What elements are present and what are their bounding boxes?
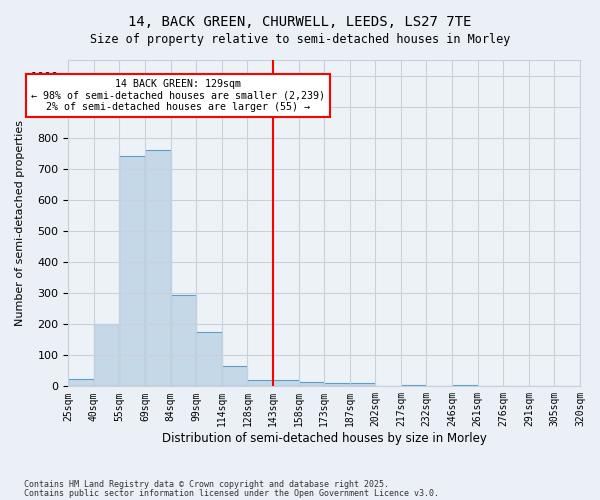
Bar [196, 332, 222, 386]
X-axis label: Distribution of semi-detached houses by size in Morley: Distribution of semi-detached houses by … [162, 432, 487, 445]
Text: Size of property relative to semi-detached houses in Morley: Size of property relative to semi-detach… [90, 32, 510, 46]
Bar [170, 294, 196, 386]
Bar [452, 385, 478, 386]
Bar [273, 380, 299, 386]
Bar [119, 156, 145, 386]
Bar [68, 378, 94, 386]
Bar [350, 383, 376, 386]
Bar [145, 150, 170, 386]
Text: Contains HM Land Registry data © Crown copyright and database right 2025.: Contains HM Land Registry data © Crown c… [24, 480, 389, 489]
Bar [299, 382, 324, 386]
Bar [247, 380, 273, 386]
Text: 14 BACK GREEN: 129sqm
← 98% of semi-detached houses are smaller (2,239)
2% of se: 14 BACK GREEN: 129sqm ← 98% of semi-deta… [31, 78, 325, 112]
Bar [222, 366, 247, 386]
Text: Contains public sector information licensed under the Open Government Licence v3: Contains public sector information licen… [24, 488, 439, 498]
Y-axis label: Number of semi-detached properties: Number of semi-detached properties [15, 120, 25, 326]
Bar [94, 324, 119, 386]
Bar [401, 385, 427, 386]
Bar [324, 383, 350, 386]
Text: 14, BACK GREEN, CHURWELL, LEEDS, LS27 7TE: 14, BACK GREEN, CHURWELL, LEEDS, LS27 7T… [128, 15, 472, 29]
